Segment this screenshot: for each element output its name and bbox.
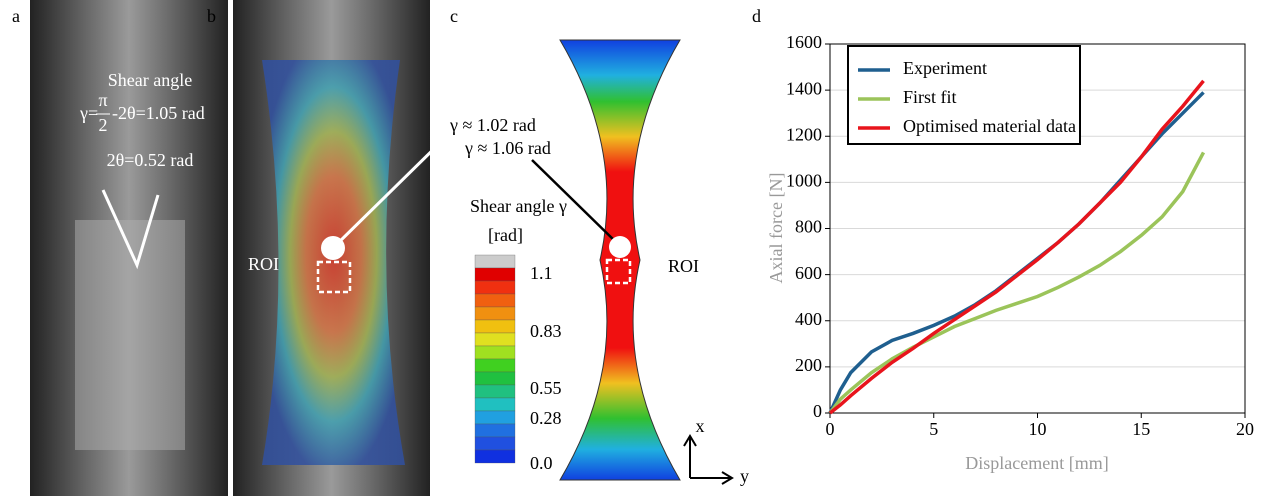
legend-box [847, 45, 1081, 145]
roi-box [316, 260, 352, 294]
annotation: Shear angle [108, 70, 192, 90]
legend-label: Experiment [903, 58, 987, 78]
y-tick-label: 800 [795, 217, 822, 237]
y-tick-label: 1600 [786, 32, 822, 52]
colorbar-title: Shear angle γ [470, 196, 567, 216]
panel-label: c [450, 6, 458, 26]
colorbar-band [474, 280, 516, 295]
annotation: 2θ=0.52 rad [107, 150, 194, 170]
colorbar-band [474, 293, 516, 308]
leader-line [331, 136, 447, 250]
panel-label: d [752, 6, 761, 26]
series-line [828, 151, 1206, 415]
colorbar-band [474, 306, 516, 321]
y-tick-label: 1000 [786, 171, 822, 191]
y-tick-label: 400 [795, 309, 822, 329]
colorbar-label: 0.0 [530, 453, 553, 473]
x-tick-label: 20 [1236, 419, 1254, 439]
specimen [75, 220, 185, 450]
axis-label: x [696, 416, 705, 436]
colorbar-band [474, 449, 516, 464]
legend-label: Optimised material data [903, 116, 1076, 136]
annotation: γ= [79, 103, 98, 123]
x-tick-label: 15 [1132, 419, 1150, 439]
y-tick-label: 200 [795, 355, 822, 375]
roi-label: ROI [248, 254, 279, 274]
axis-label: y [740, 466, 749, 486]
colorbar-band [474, 436, 516, 451]
annotation: 2 [99, 115, 108, 135]
x-axis-label: Displacement [mm] [965, 453, 1108, 473]
colorbar-band [474, 345, 516, 360]
colorbar-band [474, 358, 516, 373]
colorbar-band [474, 423, 516, 438]
legend-label: First fit [903, 87, 957, 107]
y-tick-label: 1400 [786, 78, 822, 98]
colorbar-band [474, 267, 516, 282]
arrow-head [683, 434, 734, 485]
colorbar-band [474, 371, 516, 386]
colorbar-band [474, 254, 516, 269]
plot-frame [829, 43, 1246, 414]
roi-box [605, 258, 632, 285]
series-line [828, 79, 1205, 415]
x-tick-label: 10 [1029, 419, 1047, 439]
y-tick-label: 600 [795, 263, 822, 283]
y-axis-label: Axial force [N] [766, 173, 786, 284]
colorbar-unit: [rad] [488, 225, 523, 245]
colorbar-band [474, 384, 516, 399]
x-tick-label: 0 [826, 419, 835, 439]
strain-overlay [262, 60, 405, 465]
colorbar-band [474, 332, 516, 347]
annotation: γ ≈ 1.06 rad [464, 138, 551, 158]
colorbar-band [474, 410, 516, 425]
marker [321, 236, 345, 260]
colorbar-band [474, 319, 516, 334]
colorbar [474, 254, 516, 464]
y-tick-label: 1200 [786, 124, 822, 144]
x-tick-label: 5 [929, 419, 938, 439]
colorbar-label: 0.83 [530, 321, 562, 341]
colorbar-label: 0.28 [530, 408, 562, 428]
annotation: γ ≈ 1.02 rad [449, 115, 536, 135]
y-tick-label: 0 [813, 401, 822, 421]
panel-label: b [207, 6, 216, 26]
panel-label: a [12, 6, 20, 26]
colorbar-label: 0.55 [530, 378, 562, 398]
leader-line [531, 159, 621, 247]
roi-label: ROI [668, 256, 699, 276]
angle-lines [101, 189, 160, 270]
marker [609, 236, 631, 258]
colorbar-label: 1.1 [530, 263, 553, 283]
annotation: π [98, 90, 107, 110]
annotation: -2θ=1.05 rad [112, 103, 205, 123]
colorbar-band [474, 397, 516, 412]
